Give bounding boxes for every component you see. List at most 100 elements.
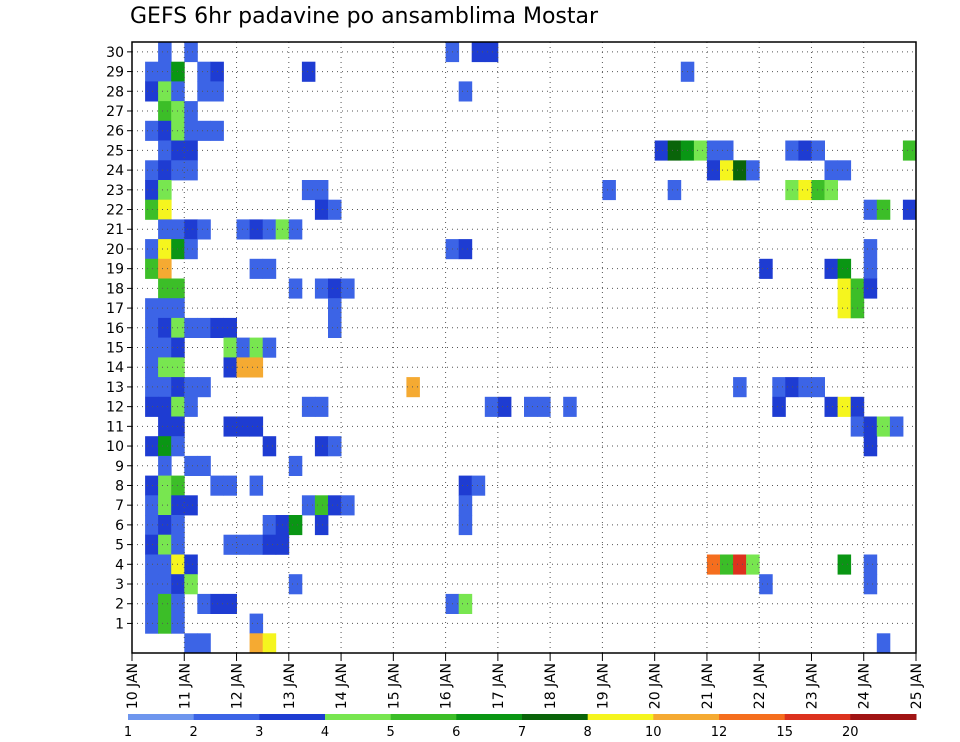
x-tick-label: 22 JAN (752, 663, 768, 709)
heatmap-cell (837, 258, 852, 279)
heatmap-cell (223, 534, 237, 555)
heatmap-cell (563, 396, 577, 417)
heatmap-cell (262, 219, 277, 240)
heatmap-cell (197, 317, 211, 338)
heatmap-cell (158, 42, 172, 63)
heatmap-cell (706, 554, 721, 575)
y-tick-label: 22 (106, 203, 124, 219)
legend-label: 7 (518, 725, 526, 740)
heatmap-cell (537, 396, 551, 417)
heatmap-cell (314, 396, 329, 417)
heatmap-cell (837, 278, 852, 299)
heatmap-cell (824, 396, 838, 417)
x-tick-label: 23 JAN (804, 663, 820, 709)
legend-swatch (325, 714, 392, 720)
legend-label: 2 (190, 725, 198, 740)
heatmap-cell (249, 475, 264, 496)
heatmap-cell (772, 396, 786, 417)
heatmap-cell (249, 416, 264, 437)
heatmap-cell (158, 475, 172, 496)
heatmap-cell (145, 396, 159, 417)
heatmap-cell (314, 436, 329, 457)
heatmap-cell (249, 534, 264, 555)
heatmap-cell (145, 377, 159, 398)
legend-swatch (587, 714, 654, 720)
heatmap-cell (301, 61, 316, 82)
heatmap-cell (197, 377, 211, 398)
y-tick-label: 25 (106, 143, 124, 159)
heatmap-cell (863, 199, 878, 220)
heatmap-cell (249, 613, 264, 634)
legend-swatch (128, 714, 195, 720)
legend-swatch (193, 714, 260, 720)
heatmap-cell (863, 278, 878, 299)
heatmap-cell (197, 81, 211, 102)
y-axis: 1234567891011121314151617181920212223242… (106, 45, 132, 632)
heatmap-cell (197, 61, 211, 82)
y-tick-label: 27 (106, 104, 124, 120)
heatmap-cell (158, 140, 172, 161)
heatmap-cell (184, 140, 198, 161)
heatmap-cell (158, 416, 172, 437)
heatmap-cell (158, 278, 172, 299)
y-tick-label: 3 (115, 577, 124, 593)
heatmap-cell (158, 180, 172, 201)
heatmap-cell (184, 377, 198, 398)
heatmap-cell (667, 180, 682, 201)
heatmap-cell (184, 317, 198, 338)
heatmap-cell (145, 239, 159, 260)
heatmap-cell (759, 258, 773, 279)
heatmap-cell (328, 278, 342, 299)
heatmap-cell (184, 495, 198, 516)
heatmap-cell (301, 180, 316, 201)
heatmap-cell (811, 180, 825, 201)
grid-lines (132, 42, 916, 653)
heatmap-cells (145, 42, 917, 654)
x-tick-label: 17 JAN (491, 663, 507, 709)
heatmap-cell (158, 160, 172, 181)
heatmap-cell (288, 278, 303, 299)
legend-swatch (390, 714, 457, 720)
heatmap-cell (902, 140, 917, 161)
legend-label: 5 (387, 725, 395, 740)
y-tick-label: 24 (106, 163, 124, 179)
heatmap-cell (824, 258, 838, 279)
heatmap-cell (158, 61, 172, 82)
y-tick-label: 4 (115, 557, 124, 573)
heatmap-cell (197, 455, 211, 476)
heatmap-cell (288, 574, 303, 595)
heatmap-cell (223, 416, 237, 437)
heatmap-cell (720, 140, 734, 161)
heatmap-cell (184, 396, 198, 417)
heatmap-cell (262, 337, 277, 358)
heatmap-cell (328, 199, 342, 220)
heatmap-cell (145, 475, 159, 496)
y-tick-label: 17 (106, 301, 124, 317)
heatmap-cell (184, 101, 198, 122)
heatmap-cell (145, 317, 159, 338)
heatmap-cell (706, 140, 721, 161)
heatmap-cell (863, 574, 878, 595)
heatmap-cell (158, 317, 172, 338)
heatmap-cell (288, 455, 303, 476)
heatmap-cell (458, 515, 473, 536)
y-tick-label: 12 (106, 400, 124, 416)
heatmap-cell (158, 554, 172, 575)
heatmap-cell (223, 357, 237, 378)
legend-swatch (784, 714, 851, 720)
y-tick-label: 8 (115, 478, 124, 494)
heatmap-cell (158, 298, 172, 319)
x-tick-label: 20 JAN (648, 663, 664, 709)
heatmap-cell (667, 140, 682, 161)
heatmap-cell (720, 160, 734, 181)
heatmap-cell (249, 337, 264, 358)
heatmap-cell (145, 81, 159, 102)
heatmap-cell (197, 633, 211, 654)
heatmap-cell (236, 337, 250, 358)
heatmap-cell (184, 239, 198, 260)
heatmap-cell (837, 298, 852, 319)
heatmap-cell (863, 416, 878, 437)
x-tick-label: 19 JAN (595, 663, 611, 709)
heatmap-cell (902, 199, 917, 220)
heatmap-cell (458, 593, 473, 614)
